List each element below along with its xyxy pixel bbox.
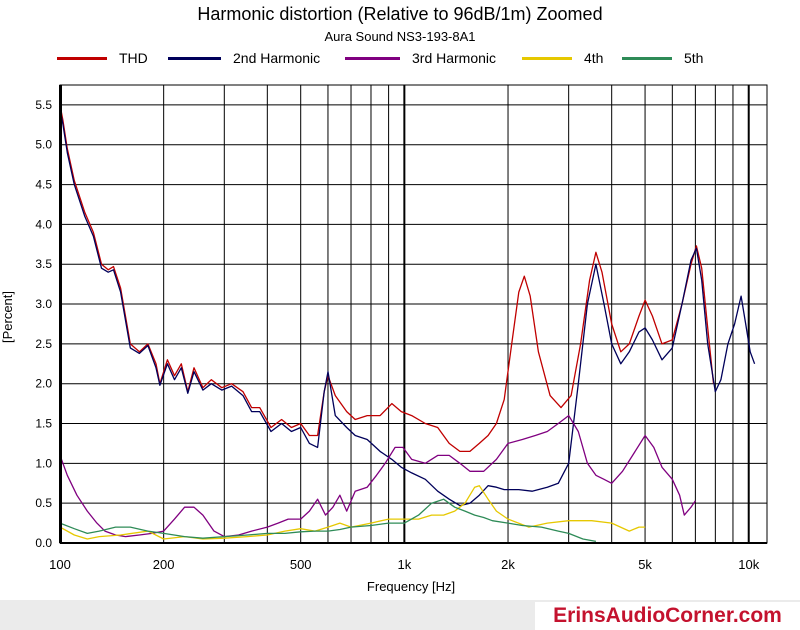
x-tick-label: 200 [153, 557, 175, 572]
legend-label: 3rd Harmonic [412, 50, 496, 66]
y-tick-label: 1.5 [35, 417, 52, 431]
y-tick-label: 3.5 [35, 257, 52, 271]
legend-label: 2nd Harmonic [233, 50, 320, 66]
legend-swatch [345, 57, 400, 60]
watermark-text: ErinsAudioCorner.com [553, 604, 782, 627]
grid [59, 85, 767, 543]
y-axis-label: [Percent] [0, 291, 15, 343]
x-tick-label: 5k [638, 557, 652, 572]
y-tick-label: 3.0 [35, 297, 52, 311]
chart-title: Harmonic distortion (Relative to 96dB/1m… [197, 4, 602, 24]
y-tick-label: 2.5 [35, 337, 52, 351]
legend: THD 2nd Harmonic 3rd Harmonic 4th 5th [57, 50, 703, 66]
plot-frame [59, 84, 768, 544]
y-tick-label: 4.0 [35, 217, 52, 231]
legend-swatch [622, 57, 672, 60]
series-line-2nd-harmonic [59, 108, 756, 507]
series-line-thd [59, 104, 715, 453]
y-tick-label: 5.5 [35, 98, 52, 112]
legend-label: THD [119, 50, 148, 66]
legend-swatch [522, 57, 572, 60]
legend-label: 5th [684, 50, 703, 66]
x-tick-label: 500 [290, 557, 312, 572]
x-tick-label: 2k [501, 557, 515, 572]
plot-area [60, 85, 767, 543]
axis-ticks: 0.0 0.5 1.0 1.5 2.0 2.5 3.0 3.5 4.0 4.5 5.0 5.5 100 2… [35, 98, 759, 572]
y-tick-label: 5.0 [35, 138, 52, 152]
x-axis-label: Frequency [Hz] [367, 579, 455, 594]
y-tick-label: 4.5 [35, 178, 52, 192]
series-line-4th [59, 485, 646, 540]
x-tick-label: 10k [738, 557, 759, 572]
series-layer [59, 104, 756, 543]
y-tick-label: 1.0 [35, 456, 52, 470]
watermark-box: ErinsAudioCorner.com [535, 602, 800, 630]
legend-label: 4th [584, 50, 603, 66]
plot-background [60, 85, 767, 543]
x-tick-label: 1k [397, 557, 411, 572]
series-line-5th [59, 498, 597, 543]
y-tick-label: 0.5 [35, 496, 52, 510]
y-tick-label: 2.0 [35, 377, 52, 391]
harmonic-distortion-chart: Harmonic distortion (Relative to 96dB/1m… [0, 4, 768, 594]
y-tick-label: 0.0 [35, 536, 52, 550]
series-line-3rd-harmonic [59, 414, 696, 538]
legend-swatch [168, 57, 221, 60]
x-tick-label: 100 [49, 557, 71, 572]
chart-subtitle: Aura Sound NS3-193-8A1 [324, 29, 475, 44]
legend-swatch [57, 57, 107, 60]
